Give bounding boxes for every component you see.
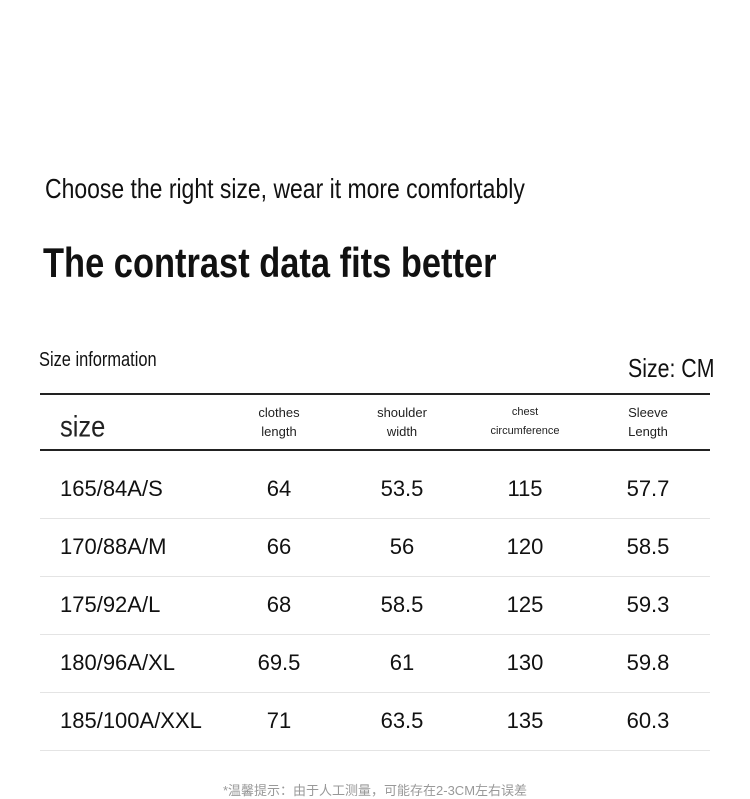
table-caption: Size information	[39, 349, 157, 371]
unit-label: Size: CM	[627, 353, 714, 383]
row-separator	[40, 750, 710, 751]
measurement: 59.3	[626, 592, 670, 617]
measurement: 64	[266, 476, 292, 501]
measurement: 59.8	[626, 650, 670, 675]
column-header-line: Sleeve	[628, 405, 668, 420]
size-label: 170/88A/M	[60, 534, 167, 559]
column-header: shoulder width	[377, 403, 427, 441]
size-label: 185/100A/XXL	[60, 708, 202, 733]
measurement: 71	[266, 708, 292, 733]
row-separator	[40, 692, 710, 693]
measurement: 69.5	[257, 650, 301, 675]
size-label: 180/96A/XL	[60, 650, 175, 675]
measurement: 61	[389, 650, 415, 675]
subtitle: Choose the right size, wear it more comf…	[45, 173, 525, 204]
measurement: 63.5	[380, 708, 424, 733]
column-header: clothes length	[258, 403, 299, 441]
column-header-line: length	[261, 424, 297, 439]
measurement: 60.3	[626, 708, 670, 733]
measurement: 115	[507, 476, 543, 501]
column-header: chest circumference	[490, 403, 559, 441]
top-rule	[40, 393, 710, 395]
column-header: size	[60, 410, 106, 444]
measurement: 58.5	[626, 534, 670, 559]
column-header-line: shoulder	[377, 405, 427, 420]
column-header-line: chest	[511, 406, 539, 418]
measurement: 53.5	[380, 476, 424, 501]
measurement: 120	[506, 534, 544, 559]
column-header-line: Length	[628, 424, 668, 439]
measurement: 130	[506, 650, 544, 675]
measurement: 56	[389, 534, 415, 559]
measurement: 135	[506, 708, 544, 733]
column-header-line: clothes	[258, 405, 300, 420]
column-header: Sleeve Length	[628, 403, 668, 441]
row-separator	[40, 576, 710, 577]
row-separator	[40, 518, 710, 519]
measurement: 57.7	[626, 476, 670, 501]
header-rule	[40, 449, 710, 451]
row-separator	[40, 634, 710, 635]
measurement: 66	[266, 534, 292, 559]
footer-note: *温馨提示：由于人工测量，可能存在2-3CM左右误差	[222, 783, 528, 798]
column-header-line: circumference	[490, 425, 560, 437]
measurement: 125	[506, 592, 544, 617]
size-label: 165/84A/S	[60, 476, 163, 501]
column-header-line: size	[60, 410, 106, 444]
title: The contrast data fits better	[43, 239, 497, 286]
measurement: 68	[266, 592, 292, 617]
column-header-line: width	[386, 424, 418, 439]
size-label: 175/92A/L	[60, 592, 161, 617]
measurement: 58.5	[380, 592, 424, 617]
